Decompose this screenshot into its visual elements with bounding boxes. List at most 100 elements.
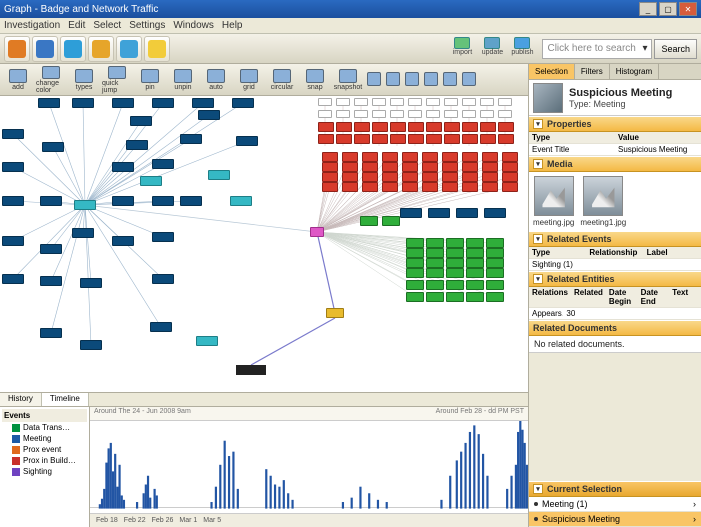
graph-node[interactable] bbox=[372, 98, 386, 106]
graph-node[interactable] bbox=[402, 182, 418, 192]
graph-node[interactable] bbox=[372, 134, 388, 144]
graph-node[interactable] bbox=[422, 182, 438, 192]
inspector-tab-filters[interactable]: Filters bbox=[575, 64, 610, 79]
timeline-tree-item[interactable]: Prox in Build… bbox=[2, 455, 87, 466]
graph-node[interactable] bbox=[40, 244, 62, 254]
graph-node[interactable] bbox=[72, 98, 94, 108]
graph-node[interactable] bbox=[480, 122, 496, 132]
graph-node[interactable] bbox=[428, 208, 450, 218]
graph-node[interactable] bbox=[406, 258, 424, 268]
inspector-tab-selection[interactable]: Selection bbox=[529, 64, 575, 79]
close-button[interactable]: ✕ bbox=[679, 2, 697, 16]
graph-node[interactable] bbox=[408, 134, 424, 144]
graph-node[interactable] bbox=[2, 196, 24, 206]
toolbar-button-4[interactable] bbox=[116, 36, 142, 62]
graph-node[interactable] bbox=[322, 162, 338, 172]
graph-node[interactable] bbox=[446, 268, 464, 278]
graph-node[interactable] bbox=[408, 122, 424, 132]
graph-node[interactable] bbox=[462, 182, 478, 192]
graph-node[interactable] bbox=[360, 216, 378, 226]
graph-node[interactable] bbox=[422, 172, 438, 182]
graph-node[interactable] bbox=[362, 172, 378, 182]
graph-node[interactable] bbox=[354, 122, 370, 132]
graph-node[interactable] bbox=[444, 110, 458, 118]
graph-node[interactable] bbox=[426, 98, 440, 106]
graph-node[interactable] bbox=[426, 248, 444, 258]
timeline-tree-item[interactable]: Sighting bbox=[2, 466, 87, 477]
menu-select[interactable]: Select bbox=[93, 20, 121, 31]
graph-node[interactable] bbox=[342, 182, 358, 192]
graph-node[interactable] bbox=[318, 122, 334, 132]
menu-windows[interactable]: Windows bbox=[173, 20, 214, 31]
graph-node[interactable] bbox=[152, 232, 174, 242]
graph-node[interactable] bbox=[382, 162, 398, 172]
graph-node[interactable] bbox=[318, 134, 334, 144]
graph-node[interactable] bbox=[462, 172, 478, 182]
graph-node[interactable] bbox=[336, 134, 352, 144]
media-item[interactable]: meeting.jpg bbox=[533, 176, 574, 227]
graph-node[interactable] bbox=[74, 200, 96, 210]
graph-node[interactable] bbox=[112, 196, 134, 206]
graph-node[interactable] bbox=[408, 110, 422, 118]
graph-node[interactable] bbox=[230, 196, 252, 206]
related-docs-header[interactable]: Related Documents bbox=[529, 320, 701, 336]
graph-node[interactable] bbox=[322, 172, 338, 182]
graph-node[interactable] bbox=[150, 322, 172, 332]
graph-tool-circular[interactable]: circular bbox=[266, 65, 298, 95]
graph-node[interactable] bbox=[326, 308, 344, 318]
timeline-tree-item[interactable]: Data Trans… bbox=[2, 422, 87, 433]
graph-node[interactable] bbox=[196, 336, 218, 346]
graph-node[interactable] bbox=[482, 162, 498, 172]
update-button[interactable]: update bbox=[478, 37, 506, 61]
graph-tool-types[interactable]: types bbox=[68, 65, 100, 95]
graph-node[interactable] bbox=[426, 110, 440, 118]
media-header[interactable]: ▾ Media bbox=[529, 156, 701, 172]
graph-node[interactable] bbox=[446, 238, 464, 248]
graph-node[interactable] bbox=[336, 98, 350, 106]
graph-node[interactable] bbox=[362, 152, 378, 162]
graph-node[interactable] bbox=[426, 292, 444, 302]
graph-node[interactable] bbox=[482, 172, 498, 182]
graph-node[interactable] bbox=[466, 292, 484, 302]
toolbar-button-0[interactable] bbox=[4, 36, 30, 62]
graph-node[interactable] bbox=[42, 142, 64, 152]
graph-node[interactable] bbox=[466, 238, 484, 248]
graph-node[interactable] bbox=[502, 172, 518, 182]
graph-node[interactable] bbox=[426, 238, 444, 248]
graph-node[interactable] bbox=[362, 162, 378, 172]
graph-node[interactable] bbox=[390, 122, 406, 132]
graph-node[interactable] bbox=[444, 98, 458, 106]
graph-node[interactable] bbox=[486, 292, 504, 302]
graph-node[interactable] bbox=[362, 182, 378, 192]
selection-item[interactable]: Meeting (1)› bbox=[529, 497, 701, 512]
graph-node[interactable] bbox=[406, 280, 424, 290]
graph-node[interactable] bbox=[480, 134, 496, 144]
graph-node[interactable] bbox=[462, 110, 476, 118]
graph-node[interactable] bbox=[354, 98, 368, 106]
graph-node[interactable] bbox=[180, 196, 202, 206]
toolbar-button-1[interactable] bbox=[32, 36, 58, 62]
graph-node[interactable] bbox=[480, 110, 494, 118]
graph-node[interactable] bbox=[130, 116, 152, 126]
graph-node[interactable] bbox=[482, 182, 498, 192]
timeline-tree[interactable]: Events Data Trans…MeetingProx eventProx … bbox=[0, 407, 90, 527]
graph-node[interactable] bbox=[372, 122, 388, 132]
graph-node[interactable] bbox=[426, 268, 444, 278]
related-events-header[interactable]: ▾ Related Events bbox=[529, 231, 701, 247]
graph-node[interactable] bbox=[318, 110, 332, 118]
graph-node[interactable] bbox=[446, 248, 464, 258]
graph-node[interactable] bbox=[426, 258, 444, 268]
graph-node[interactable] bbox=[40, 276, 62, 286]
chevron-down-icon[interactable]: ▾ bbox=[533, 234, 543, 244]
toolbar-button-5[interactable] bbox=[144, 36, 170, 62]
graph-node[interactable] bbox=[462, 134, 478, 144]
graph-node[interactable] bbox=[442, 152, 458, 162]
graph-node[interactable] bbox=[40, 196, 62, 206]
graph-node[interactable] bbox=[444, 134, 460, 144]
graph-node[interactable] bbox=[422, 162, 438, 172]
graph-node[interactable] bbox=[336, 122, 352, 132]
graph-node[interactable] bbox=[40, 328, 62, 338]
inspector-tab-histogram[interactable]: Histogram bbox=[610, 64, 659, 79]
graph-node[interactable] bbox=[498, 110, 512, 118]
search-button[interactable]: Search bbox=[654, 39, 697, 59]
